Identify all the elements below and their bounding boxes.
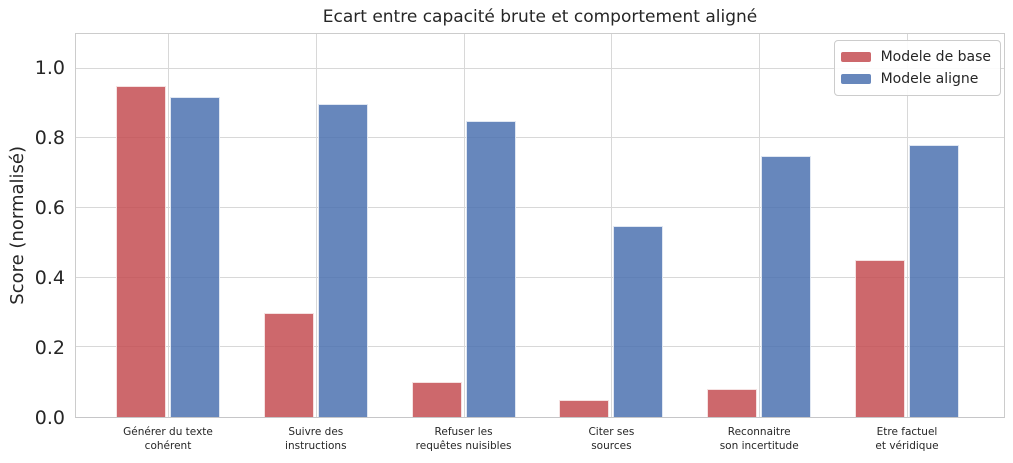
y-tick-label: 1.0 (34, 57, 65, 79)
x-tick-label: Suivre des instructions (285, 426, 347, 452)
legend-item-modele-de-base: Modele de base (840, 46, 991, 68)
gridline-vertical (463, 34, 465, 417)
x-tick-label: Reconnaitre son incertitude (719, 426, 799, 452)
y-tick-label: 0.4 (34, 267, 65, 289)
x-tick-label: Citer ses sources (588, 426, 635, 452)
x-tick-label: Refuser les requêtes nuisibles (415, 426, 512, 452)
bar-modele-aligne-4 (761, 155, 812, 417)
legend-item-modele-aligne: Modele aligne (840, 68, 991, 90)
y-tick-label: 0.0 (34, 407, 65, 429)
y-axis-label-container: Score (normalisé) (0, 33, 34, 418)
gridline-horizontal (76, 276, 1004, 278)
gridline-vertical (611, 34, 613, 417)
gridline-vertical (168, 34, 169, 417)
gridline-horizontal (76, 207, 1004, 209)
bar-modele-aligne-3 (613, 225, 664, 417)
gridline-horizontal (76, 346, 1004, 348)
x-tick-label: Générer du texte cohérent (123, 426, 213, 452)
chart-title: Ecart entre capacité brute et comporteme… (322, 7, 758, 27)
gridline-horizontal (76, 137, 1004, 139)
gridline-vertical (907, 34, 908, 417)
bar-modele-de-base-2 (411, 382, 462, 417)
gridline-horizontal (76, 67, 1004, 69)
gridline-vertical (315, 34, 317, 417)
bar-modele-de-base-0 (116, 86, 166, 417)
bar-modele-de-base-1 (263, 312, 314, 417)
bar-modele-aligne-1 (317, 103, 368, 417)
bar-modele-aligne-2 (465, 121, 516, 417)
legend-label-modele-de-base: Modele de base (880, 49, 991, 65)
y-tick-label: 0.2 (34, 337, 65, 359)
bar-modele-aligne-0 (170, 96, 220, 417)
bar-modele-de-base-4 (707, 389, 758, 417)
y-tick-label: 0.6 (34, 197, 65, 219)
legend-swatch-modele-de-base (840, 52, 871, 62)
plot-area: Modele de base Modele aligne (75, 33, 1005, 418)
y-tick-label: 0.8 (34, 127, 65, 149)
legend-swatch-modele-aligne (840, 74, 871, 84)
bar-modele-aligne-5 (909, 145, 959, 417)
x-tick-label: Etre factuel et véridique (875, 426, 939, 452)
legend: Modele de base Modele aligne (833, 40, 1001, 96)
bar-modele-de-base-3 (559, 399, 610, 417)
legend-label-modele-aligne: Modele aligne (880, 71, 979, 87)
gridline-vertical (759, 34, 761, 417)
bar-modele-de-base-5 (855, 260, 905, 417)
